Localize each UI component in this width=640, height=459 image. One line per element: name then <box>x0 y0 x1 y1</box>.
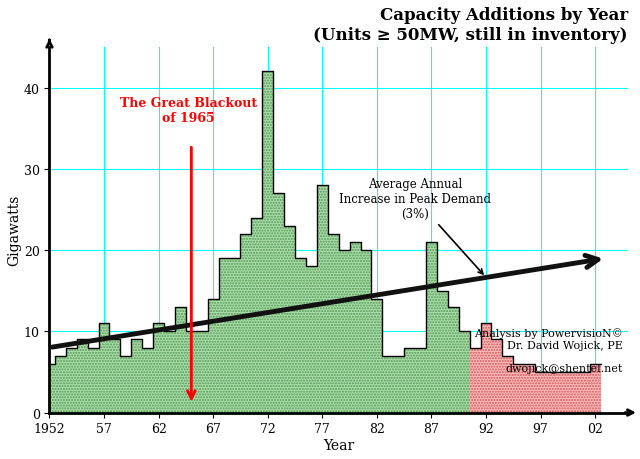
Text: The Great Blackout
of 1965: The Great Blackout of 1965 <box>120 97 257 125</box>
X-axis label: Year: Year <box>323 438 355 452</box>
Y-axis label: Gigawatts: Gigawatts <box>7 195 21 266</box>
Text: Analysis by PowervisioN©
Dr. David Wojick, PE

dwojick@shentel.net: Analysis by PowervisioN© Dr. David Wojic… <box>474 328 623 373</box>
Text: Average Annual
Increase in Peak Demand
(3%): Average Annual Increase in Peak Demand (… <box>339 178 491 274</box>
Text: Capacity Additions by Year
(Units ≥ 50MW, still in inventory): Capacity Additions by Year (Units ≥ 50MW… <box>314 7 628 44</box>
